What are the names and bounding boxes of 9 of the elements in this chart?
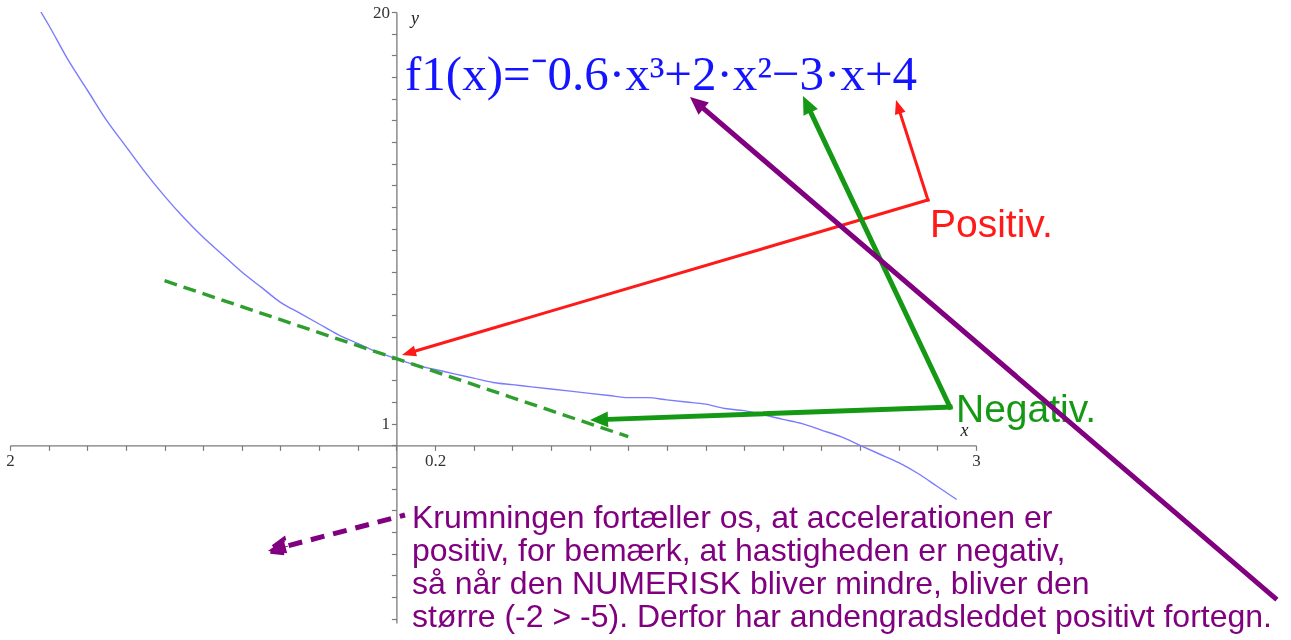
annotation: Positiv. — [930, 202, 1053, 245]
y-axis-title: y — [408, 7, 419, 28]
annotation: Krumningen fortæller os, at accelerationen er positiv, for bemærk, at hastigheden er negativ, så når den NUMERISK bliver mindre, bliver den større (-2 > -5). Derfor har andengradsleddet positivt fortegn. — [412, 499, 1272, 634]
x-tick-label: 3 — [972, 450, 981, 470]
x-tick-label: 0.2 — [424, 450, 447, 470]
y-tick-label: 20 — [372, 2, 390, 22]
annotation: f1(x)=⁻0.6·x³+2·x²−3·x+4 — [405, 46, 918, 101]
y-tick-label: 1 — [381, 414, 390, 434]
x-tick-label: 2 — [6, 450, 15, 470]
